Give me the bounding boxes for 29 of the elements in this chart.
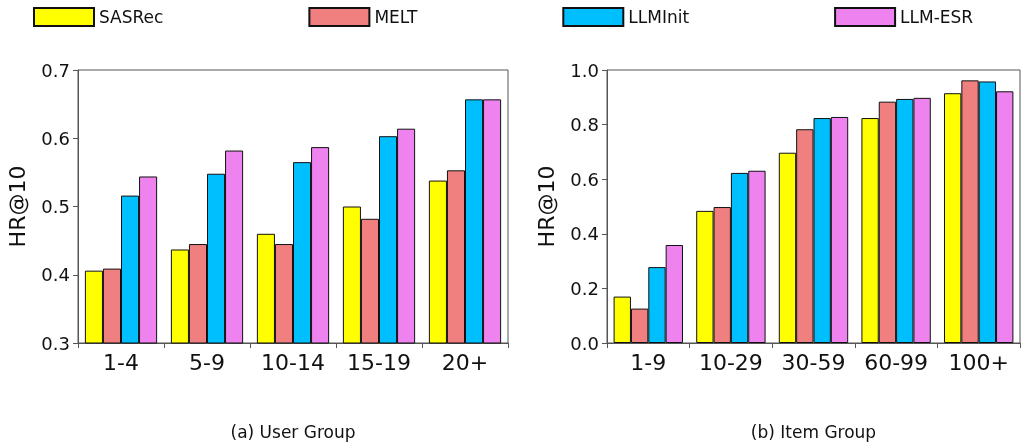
y-tick-label: 0.7 [41,59,70,81]
y-tick-label: 0.0 [570,332,599,354]
legend-label: SASRec [99,7,164,27]
x-tick-label: 20+ [441,349,489,375]
y-tick-label: 0.5 [41,196,70,217]
legend-label: LLM-ESR [900,7,974,27]
y-tick-label: 0.2 [570,277,599,299]
legend-label: LLMInit [628,7,690,27]
x-tick-label: 10-14 [261,349,325,375]
y-axis-title: HR@10 [533,165,559,248]
x-tick-label: 100+ [948,349,1009,375]
x-axis-title: (b) Item Group [750,421,877,442]
y-tick-label: 1.0 [570,59,599,81]
y-tick-label: 0.6 [41,127,70,149]
x-tick-label: 30-59 [781,349,846,375]
y-tick-label: 0.4 [41,264,70,286]
x-tick-label: 15-19 [347,349,411,375]
x-tick-label: 1-4 [103,349,139,375]
y-tick-label: 0.4 [570,223,599,245]
y-tick-label: 0.6 [570,168,599,190]
y-tick-label: 0.8 [570,114,599,136]
legend-label: MELT [374,7,418,27]
x-tick-label: 10-29 [698,349,763,375]
x-tick-label: 60-99 [864,349,929,375]
x-tick-label: 5-9 [189,349,225,375]
y-axis-title: HR@10 [4,165,30,248]
x-axis-title: (a) User Group [230,421,356,442]
y-tick-label: 0.3 [41,332,70,354]
x-tick-label: 1-9 [630,349,667,375]
